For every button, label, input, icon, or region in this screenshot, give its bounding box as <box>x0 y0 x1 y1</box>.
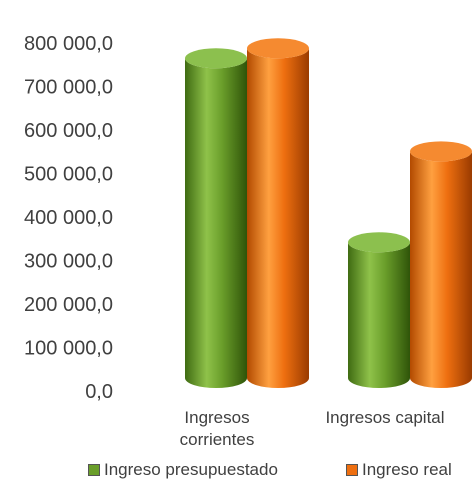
y-tick-label: 100 000,0 <box>24 338 113 360</box>
y-tick-label: 400 000,0 <box>24 207 113 229</box>
legend-swatch-green <box>88 464 100 476</box>
bar-body <box>348 242 410 388</box>
legend-item-presupuestado: Ingreso presupuestado <box>88 460 278 480</box>
y-tick-label: 500 000,0 <box>24 164 113 186</box>
x-category-label: Ingresos capital <box>325 408 444 427</box>
bar-presupuestado-0 <box>185 48 247 388</box>
bar-top-cap <box>348 232 410 253</box>
y-tick-label: 0,0 <box>85 381 113 403</box>
bar-top-cap <box>247 38 309 59</box>
y-tick-label: 300 000,0 <box>24 251 113 273</box>
bar-top-cap <box>185 48 247 69</box>
x-axis-categories: Ingresos corrientes Ingresos capital <box>180 408 445 449</box>
legend-label: Ingreso presupuestado <box>104 460 278 479</box>
y-tick-label: 800 000,0 <box>24 33 113 55</box>
legend: Ingreso presupuestado Ingreso real <box>0 460 473 486</box>
y-tick-label: 200 000,0 <box>24 294 113 316</box>
y-axis-ticks: 0,0 100 000,0 200 000,0 300 000,0 400 000,0 5… <box>24 33 113 403</box>
y-tick-label: 700 000,0 <box>24 77 113 99</box>
bar-real-0 <box>247 38 309 389</box>
bar-presupuestado-1 <box>348 232 410 388</box>
y-tick-label: 600 000,0 <box>24 120 113 142</box>
legend-item-real: Ingreso real <box>346 460 452 480</box>
x-category-label: Ingresos corrientes <box>180 408 255 449</box>
bar-body <box>410 151 472 388</box>
bar-body <box>185 58 247 388</box>
bar-body <box>247 48 309 389</box>
legend-label: Ingreso real <box>362 460 452 479</box>
bar-top-cap <box>410 141 472 162</box>
bars <box>185 38 472 389</box>
legend-swatch-orange <box>346 464 358 476</box>
bar-real-1 <box>410 141 472 388</box>
